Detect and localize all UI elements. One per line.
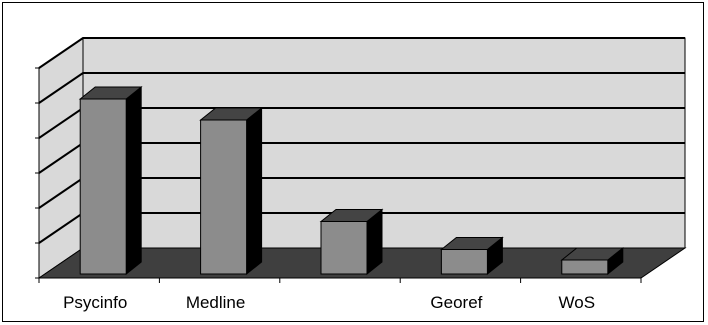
chart-frame: Psycinfo Medline Georef WoS — [2, 2, 704, 322]
bar-side — [125, 85, 142, 276]
x-tick-labels: Psycinfo Medline Georef WoS — [63, 293, 595, 312]
bar-side — [246, 106, 263, 276]
bar-medline — [199, 106, 264, 276]
bars — [78, 85, 625, 276]
bar-front — [561, 259, 609, 275]
gridline — [38, 37, 685, 69]
x-tick-label: Psycinfo — [63, 293, 127, 312]
x-tick-label: Medline — [186, 293, 246, 312]
bar-front — [440, 249, 488, 275]
bar-front — [320, 221, 368, 275]
bar-georef — [439, 236, 504, 276]
bar-unlabeled — [319, 208, 384, 276]
x-tick-label: Georef — [430, 293, 482, 312]
x-tick-label: WoS — [559, 293, 596, 312]
x-axis — [38, 277, 642, 283]
bar-front — [79, 98, 127, 275]
bar-psycinfo — [78, 85, 143, 276]
gridline — [38, 72, 685, 104]
bar-front — [200, 119, 248, 275]
bar-wos — [560, 246, 625, 276]
bar-chart: Psycinfo Medline Georef WoS — [35, 37, 687, 312]
